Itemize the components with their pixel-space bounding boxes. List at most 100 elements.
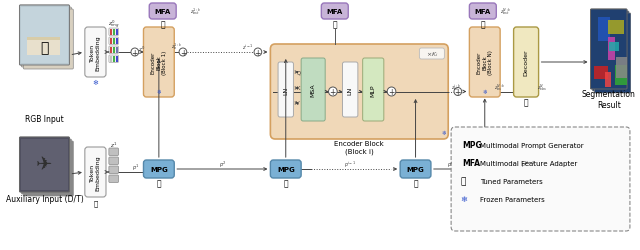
Text: Segmentation
Result: Segmentation Result (582, 90, 636, 109)
Text: $z^{N:k}_{bs}$: $z^{N:k}_{bs}$ (494, 82, 506, 92)
Text: Decoder: Decoder (524, 50, 529, 76)
Text: $z^1$: $z^1$ (110, 140, 117, 149)
Circle shape (454, 88, 461, 96)
Text: LN: LN (284, 86, 288, 94)
FancyBboxPatch shape (109, 166, 118, 174)
FancyBboxPatch shape (143, 28, 174, 98)
Text: $z^{N:k}_{bst}$: $z^{N:k}_{bst}$ (500, 6, 512, 17)
FancyBboxPatch shape (593, 12, 629, 92)
Text: 🔥: 🔥 (284, 179, 288, 188)
FancyBboxPatch shape (591, 10, 627, 90)
Text: Auxiliary Input (D/T): Auxiliary Input (D/T) (6, 195, 83, 204)
Bar (595, 67, 608, 80)
Text: MSA: MSA (310, 83, 316, 97)
FancyBboxPatch shape (469, 160, 500, 178)
Text: MFA: MFA (326, 9, 343, 15)
Text: $z^0$: $z^0$ (138, 44, 145, 54)
Text: $z^0_{img}$: $z^0_{img}$ (108, 19, 120, 31)
Text: Q: Q (296, 70, 300, 75)
Bar (116, 57, 118, 62)
Text: 🔥: 🔥 (161, 20, 165, 30)
Text: +: + (454, 88, 461, 96)
Text: +: + (388, 88, 395, 96)
Text: Encoder
Block
(Block 1): Encoder Block (Block 1) (150, 51, 167, 75)
Bar (110, 39, 112, 44)
Circle shape (131, 49, 139, 57)
Bar (27, 38, 60, 56)
Text: MPG: MPG (463, 141, 483, 150)
Text: +: + (255, 48, 261, 57)
Text: 🍽: 🍽 (40, 41, 49, 55)
FancyBboxPatch shape (301, 59, 325, 122)
FancyBboxPatch shape (85, 28, 106, 78)
FancyBboxPatch shape (85, 148, 106, 197)
Text: Encoder Block
(Block i): Encoder Block (Block i) (335, 141, 384, 154)
Text: 🔥: 🔥 (481, 20, 485, 30)
Bar (113, 30, 115, 35)
Text: MFA: MFA (475, 9, 491, 15)
Text: MPG: MPG (277, 166, 294, 172)
Bar (616, 58, 627, 79)
FancyBboxPatch shape (400, 160, 431, 178)
Text: $z^{i:k}_{bs}$: $z^{i:k}_{bs}$ (451, 82, 461, 92)
Text: K: K (296, 86, 300, 91)
FancyBboxPatch shape (21, 8, 72, 68)
Text: $p^i$: $p^i$ (447, 159, 454, 170)
Bar (21, 8, 68, 64)
Text: $z^{1:k}_b$: $z^{1:k}_b$ (172, 42, 183, 52)
FancyBboxPatch shape (19, 138, 70, 192)
Text: MFA: MFA (155, 9, 171, 15)
Text: +: + (180, 48, 186, 57)
Text: ❄: ❄ (441, 131, 445, 136)
Bar (110, 57, 112, 62)
Bar (116, 39, 118, 44)
Text: MPG: MPG (476, 166, 493, 172)
FancyBboxPatch shape (278, 63, 294, 118)
Text: Encoder
Block
(Block N): Encoder Block (Block N) (476, 50, 493, 75)
FancyBboxPatch shape (19, 6, 70, 66)
FancyBboxPatch shape (109, 38, 118, 45)
Text: $z^{i-1}$: $z^{i-1}$ (243, 42, 254, 51)
Circle shape (387, 88, 396, 96)
Text: ❄: ❄ (460, 195, 467, 204)
FancyBboxPatch shape (149, 4, 176, 20)
Bar (113, 57, 115, 62)
Bar (614, 66, 627, 86)
Text: 🔥: 🔥 (332, 20, 337, 30)
Text: $p^{N+1}$: $p^{N+1}$ (522, 159, 535, 170)
Text: $z^{1:k}_{bst}$: $z^{1:k}_{bst}$ (189, 6, 201, 17)
Text: Multimodal Prompt Generator: Multimodal Prompt Generator (480, 142, 584, 148)
FancyBboxPatch shape (270, 160, 301, 178)
FancyBboxPatch shape (23, 10, 74, 70)
FancyBboxPatch shape (109, 56, 118, 63)
FancyBboxPatch shape (342, 63, 358, 118)
Text: ✈: ✈ (36, 154, 52, 173)
Text: RGB Input: RGB Input (25, 115, 64, 124)
FancyBboxPatch shape (109, 148, 118, 156)
Bar (116, 30, 118, 35)
Bar (113, 48, 115, 53)
FancyBboxPatch shape (321, 4, 348, 20)
Circle shape (254, 49, 262, 57)
FancyBboxPatch shape (143, 160, 174, 178)
Text: 🔥: 🔥 (93, 200, 97, 206)
FancyBboxPatch shape (469, 28, 500, 98)
Text: Frozen Parameters: Frozen Parameters (480, 196, 545, 202)
FancyBboxPatch shape (19, 138, 70, 192)
FancyBboxPatch shape (109, 29, 118, 36)
Text: $p^{i-1}$: $p^{i-1}$ (344, 159, 357, 170)
FancyBboxPatch shape (109, 47, 118, 54)
Text: MFA: MFA (463, 159, 481, 168)
Bar (605, 73, 611, 88)
Text: 🔥: 🔥 (483, 179, 487, 188)
FancyBboxPatch shape (270, 45, 448, 140)
FancyBboxPatch shape (591, 10, 627, 90)
FancyBboxPatch shape (363, 59, 384, 122)
Text: Token
Embedding: Token Embedding (90, 35, 101, 70)
Bar (598, 18, 610, 42)
Text: +: + (330, 88, 336, 96)
FancyBboxPatch shape (469, 4, 496, 20)
Bar (21, 140, 68, 190)
Bar (609, 43, 620, 52)
Bar (116, 48, 118, 53)
